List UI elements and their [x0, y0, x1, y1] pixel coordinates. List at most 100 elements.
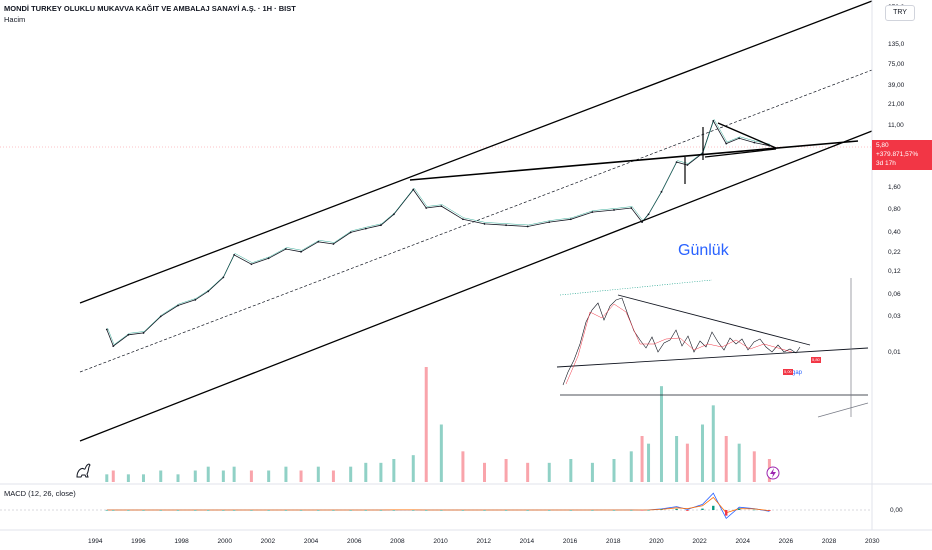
volume-bar [483, 462, 486, 482]
macd-hist-bar [412, 509, 415, 511]
time-tick-label: 2004 [304, 538, 319, 545]
time-tick-label: 2014 [520, 538, 535, 545]
price-axis[interactable]: 270,0135,075,0039,0021,0011,001,600,800,… [888, 4, 905, 356]
macd-hist-bar [364, 510, 367, 511]
time-axis[interactable]: 1994 1996 1998 2000 2002 2004 2006 2008 2010 2012… [88, 538, 880, 545]
volume-bar [700, 424, 704, 482]
price-point [753, 141, 756, 144]
price-point [647, 213, 650, 216]
macd-hist-bar [591, 510, 594, 511]
price-tick-label: 0,03 [888, 313, 901, 320]
price-point [222, 276, 225, 279]
volume-bar [176, 474, 180, 482]
price-point [250, 263, 253, 266]
macd-hist-bar [142, 510, 145, 511]
channel-mid-line [79, 69, 873, 373]
time-tick-label: 2010 [433, 538, 448, 545]
macd-hist-bar [526, 510, 529, 511]
trend-channel[interactable] [79, 0, 873, 442]
macd-hist-bar [640, 510, 644, 511]
volume-bar [316, 466, 320, 482]
symbol-title: MONDİ TURKEY OLUKLU MUKAVVA KAĞIT VE AMB… [4, 4, 296, 13]
inset-chart [556, 278, 869, 418]
volume-bar [111, 470, 115, 482]
volume-bar [724, 436, 728, 482]
gap-label: gap [792, 370, 803, 376]
inset-price-line [562, 297, 801, 386]
price-point [364, 227, 367, 230]
volume-bar [331, 470, 335, 482]
volume-bar [364, 462, 368, 482]
price-point [392, 213, 395, 216]
price-point [591, 211, 594, 213]
volume-bar [232, 466, 236, 482]
price-point [768, 144, 771, 147]
macd-hist-bar [379, 510, 383, 511]
price-point [349, 231, 352, 234]
time-tick-label: 2020 [649, 538, 664, 545]
time-tick-label: 2000 [218, 538, 233, 545]
price-point [630, 207, 633, 209]
volume-bar [647, 443, 651, 482]
macd-hist-bar [267, 510, 270, 511]
volume-bar [685, 443, 689, 482]
macd-hist-bar [392, 510, 396, 511]
volume-pane [105, 367, 771, 482]
macd-hist-bar [647, 509, 650, 511]
price-change: +379.871,57% [876, 151, 919, 158]
volume-bar [569, 459, 573, 482]
tradingview-logo[interactable] [76, 463, 91, 478]
volume-label: Hacim [4, 15, 26, 24]
macd-hist-bar [232, 510, 236, 511]
macd-hist-bar [504, 510, 508, 511]
volume-bar [547, 462, 551, 482]
volume-bar [711, 405, 715, 482]
volume-bar [424, 367, 428, 482]
macd-hist-bar [317, 510, 320, 511]
price-point [317, 240, 320, 243]
volume-bar [675, 436, 679, 482]
volume-bar [141, 474, 145, 482]
time-tick-label: 2026 [779, 538, 794, 545]
time-tick-label: 2018 [606, 538, 621, 545]
price-point [483, 223, 486, 225]
macd-label: MACD (12, 26, close) [4, 489, 76, 498]
price-tick-label: 0,80 [888, 206, 901, 213]
time-tick-label: 1996 [131, 538, 146, 545]
price-point [142, 332, 145, 334]
macd-hist-bar [712, 505, 715, 510]
price-point [105, 328, 108, 331]
triangle-top-line [717, 122, 777, 149]
volume-bar [392, 459, 396, 482]
price-point [613, 209, 615, 211]
macd-hist-bar [753, 509, 756, 511]
price-tick-label: 0,22 [888, 249, 901, 256]
price-tick-label: 0,06 [888, 291, 901, 298]
price-point [548, 221, 551, 224]
macd-hist-bar [222, 510, 225, 511]
volume-bar [249, 470, 253, 482]
macd-histogram [105, 505, 771, 516]
time-tick-label: 2022 [692, 538, 707, 545]
lightning-icon[interactable] [766, 466, 780, 480]
macd-hist-bar [630, 509, 633, 511]
inset-tag-2: 5,80 [811, 357, 821, 363]
macd-hist-bar [548, 510, 551, 511]
price-tick-label: 39,00 [888, 82, 905, 89]
price-point [641, 221, 643, 224]
macd-hist-bar [127, 510, 130, 511]
price-point [686, 164, 689, 166]
price-point [300, 250, 302, 253]
currency-button[interactable]: TRY [885, 5, 915, 21]
volume-bar [126, 474, 130, 482]
price-point [701, 152, 704, 155]
volume-bar [504, 459, 508, 482]
price-tick-label: 135,0 [888, 41, 905, 48]
macd-hist-bar [425, 510, 428, 511]
price-point [159, 315, 162, 318]
macd-hist-bar [332, 510, 335, 511]
price-point [440, 205, 443, 208]
price-point [425, 207, 428, 209]
price-point [725, 142, 728, 145]
